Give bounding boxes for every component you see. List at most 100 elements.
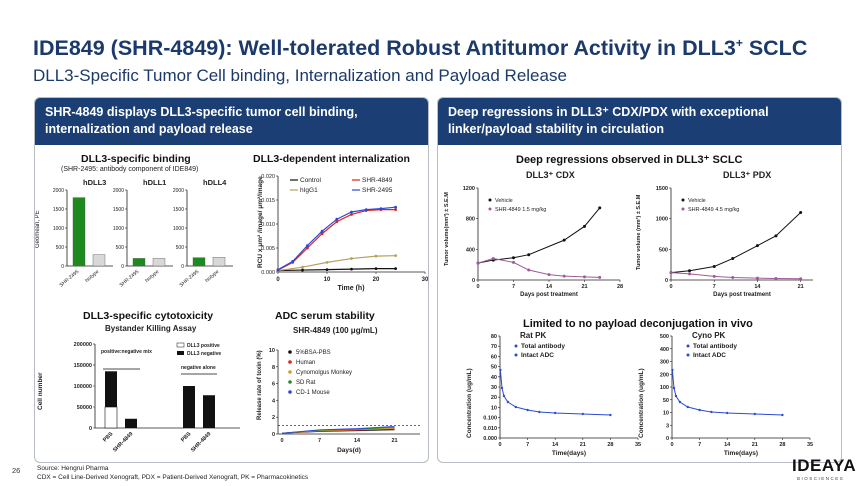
tumor-point — [527, 268, 531, 272]
legend-label: DLL3 negative — [187, 351, 221, 357]
pk-point — [672, 386, 676, 390]
tumor-point — [755, 244, 759, 248]
rat-title: Rat PK — [520, 331, 546, 340]
x-tick-label: 28 — [607, 442, 613, 448]
tumor-point — [512, 256, 515, 260]
pk-point — [674, 394, 678, 398]
y-tick-label: 50 — [491, 365, 497, 371]
binding-bar — [72, 197, 86, 267]
binding-bar — [92, 254, 106, 267]
x-tick-label: 7 — [318, 438, 321, 444]
legend-label: Intact ADC — [693, 352, 726, 359]
pk-title: Limited to no payload deconjugation in v… — [523, 318, 753, 330]
y-tick-label: 500 — [176, 245, 185, 251]
pdx-title: DLL3⁺ PDX — [723, 170, 772, 180]
pk-series-line — [671, 369, 783, 416]
internalization-point — [301, 265, 304, 269]
tumor-point — [583, 275, 586, 279]
x-tick-label: 10 — [324, 277, 331, 283]
x-tick-label: 14 — [546, 284, 553, 290]
y-tick-label: 0.000 — [483, 436, 497, 442]
x-tick-label: 28 — [779, 442, 785, 448]
y-tick-label: 2000 — [53, 188, 64, 194]
pk-point — [781, 413, 784, 417]
cyto-annot-mix: positive:negative mix — [101, 349, 152, 355]
internalization-point — [291, 260, 295, 263]
pk-point — [502, 394, 506, 398]
tumor-point — [562, 238, 566, 242]
pk-point — [506, 400, 510, 404]
legend-label: SHR-4849 4.5 mg/kg — [688, 207, 739, 213]
internalization-point — [394, 208, 397, 211]
legend-label: Vehicle — [688, 198, 706, 204]
x-tick-label: 21 — [752, 442, 758, 448]
legend-swatch — [514, 353, 518, 357]
x-tick-label: 7 — [713, 284, 716, 290]
right-panel-header: Deep regressions in DLL3⁺ CDX/PDX with e… — [438, 98, 841, 145]
tumor-point — [731, 257, 735, 261]
serum-subtitle: SHR-4849 (100 μg/mL) — [293, 326, 378, 335]
tumor-point — [512, 260, 515, 264]
tumor-point — [774, 276, 778, 280]
internalization-point — [320, 232, 324, 235]
left-panel-header: SHR-4849 displays DLL3-specific tumor ce… — [35, 98, 428, 145]
x-axis-label: Days post treatment — [713, 292, 771, 298]
pk-point — [609, 413, 612, 417]
x-tick-label: 14 — [552, 442, 559, 448]
y-tick-label: 8 — [272, 365, 275, 371]
cyto-annot-neg: negative alone — [181, 365, 216, 371]
cytotoxicity-subtitle: Bystander Killing Assay — [105, 324, 197, 333]
pk-point — [726, 411, 729, 415]
y-tick-label: 300 — [660, 360, 669, 366]
internalization-point — [301, 268, 304, 272]
pk-point — [514, 405, 517, 409]
pdx-chart: 0 500 1000 1500 0 7 14 21 Days post treatment Veh… — [656, 186, 813, 298]
tumor-series-line — [670, 212, 801, 274]
y-tick-label: 0.020 — [261, 174, 275, 180]
cyno-ylabel: Concentration (ug/mL) — [638, 368, 645, 438]
y-tick-label: 1500 — [656, 186, 668, 192]
y-tick-label: 0 — [665, 278, 668, 284]
serum-series-line — [281, 425, 395, 434]
x-tick-label: 7 — [698, 442, 701, 448]
binding-cat-label: Isotype — [144, 269, 160, 284]
tumor-point — [712, 274, 716, 278]
cdx-title: DLL3⁺ CDX — [526, 170, 575, 180]
legend-label: Intact ADC — [521, 352, 554, 359]
legend-label: CD-1 Mouse — [296, 390, 330, 396]
cytotoxicity-title: DLL3-specific cytotoxicity — [83, 310, 214, 322]
y-tick-label: 3 — [666, 423, 669, 429]
y-tick-label: 0 — [472, 278, 475, 284]
binding-cat-label: SHR-2495 — [179, 269, 201, 289]
internalization-point — [379, 207, 383, 211]
cyto-bar-negative — [203, 395, 215, 428]
x-tick-label: 7 — [512, 284, 515, 290]
y-tick-label: 1000 — [173, 226, 184, 232]
legend-label: 5%BSA-PBS — [296, 350, 331, 356]
company-logo: IDEAYA — [792, 456, 857, 475]
binding-ylabel: Geomean, PE — [35, 210, 41, 248]
pk-point — [753, 412, 756, 416]
tumor-series-line — [477, 258, 600, 278]
y-tick-label: 200000 — [74, 342, 92, 348]
tumor-point — [562, 274, 566, 278]
legend-label: DLL3 positive — [187, 343, 220, 349]
pk-point — [538, 410, 541, 414]
internalization-point — [335, 217, 339, 221]
cyto-bar-negative — [125, 418, 137, 428]
internalization-title: DLL3-dependent internalization — [253, 153, 410, 165]
rat-pk-chart: 0.000 0.010 0.100 10 20 30 40 50 60 70 80 0 7 14 21 28 3… — [483, 331, 641, 457]
internalization-point — [374, 254, 378, 258]
tumor-point — [688, 272, 692, 276]
x-tick-label: 20 — [373, 277, 380, 283]
pdx-ylabel: Tumor volume (mm³) ± S.E.M — [636, 194, 642, 270]
pk-point — [526, 408, 529, 412]
tumor-point — [583, 224, 586, 228]
y-tick-label: 200 — [660, 372, 669, 378]
x-tick-label: 14 — [754, 284, 761, 290]
legend-label: SHR-4849 — [362, 177, 393, 184]
binding-bar — [132, 258, 146, 267]
internalization-point — [350, 210, 353, 214]
tumor-point — [712, 265, 716, 269]
legend-swatch — [681, 207, 685, 211]
